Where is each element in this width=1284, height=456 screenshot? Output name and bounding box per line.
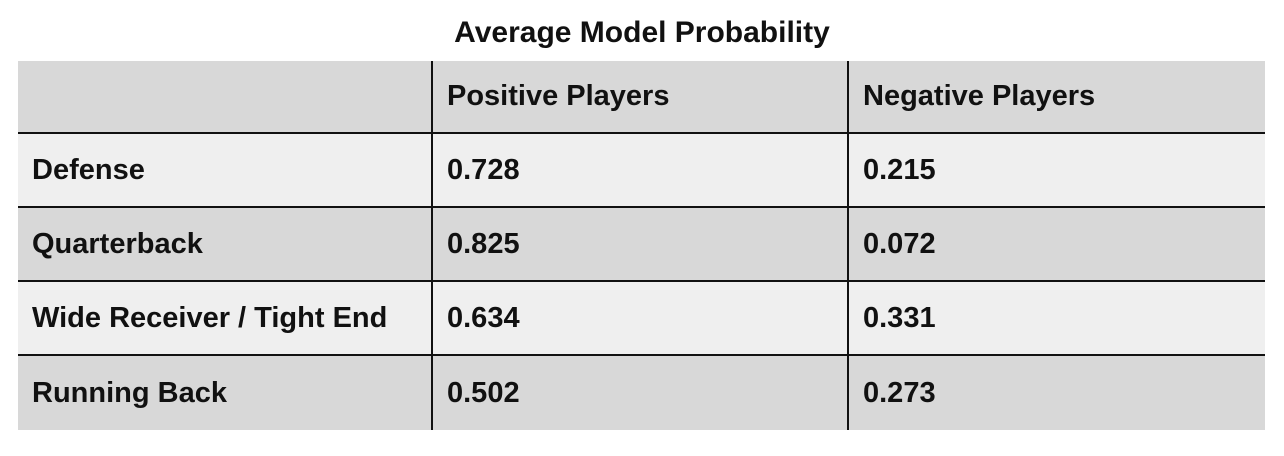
probability-table: Positive Players Negative Players Defens… xyxy=(18,61,1265,430)
negative-value-cell: 0.331 xyxy=(863,301,936,334)
row-label: Wide Receiver / Tight End xyxy=(18,282,433,354)
negative-value-cell: 0.072 xyxy=(863,227,936,260)
table-title: Average Model Probability xyxy=(454,16,830,49)
negative-value-cell: 0.215 xyxy=(863,153,936,186)
positive-value-cell: 0.825 xyxy=(433,208,849,280)
header-cell-positive-players: Positive Players xyxy=(433,61,849,132)
negative-value-cell: 0.273 xyxy=(863,376,936,409)
table-header-row: Positive Players Negative Players xyxy=(18,61,1265,134)
row-label: Quarterback xyxy=(18,208,433,280)
table-row: Running Back 0.502 0.273 xyxy=(18,356,1265,430)
table-row: Quarterback 0.825 0.072 xyxy=(18,208,1265,282)
table-row: Defense 0.728 0.215 xyxy=(18,134,1265,208)
positive-value-cell: 0.728 xyxy=(433,134,849,206)
header-cell-negative-players: Negative Players xyxy=(863,80,1096,112)
table-row: Wide Receiver / Tight End 0.634 0.331 xyxy=(18,282,1265,356)
positive-value-cell: 0.502 xyxy=(433,356,849,430)
header-cell-empty xyxy=(18,61,433,132)
row-label: Defense xyxy=(18,134,433,206)
row-label: Running Back xyxy=(18,356,433,430)
positive-value-cell: 0.634 xyxy=(433,282,849,354)
